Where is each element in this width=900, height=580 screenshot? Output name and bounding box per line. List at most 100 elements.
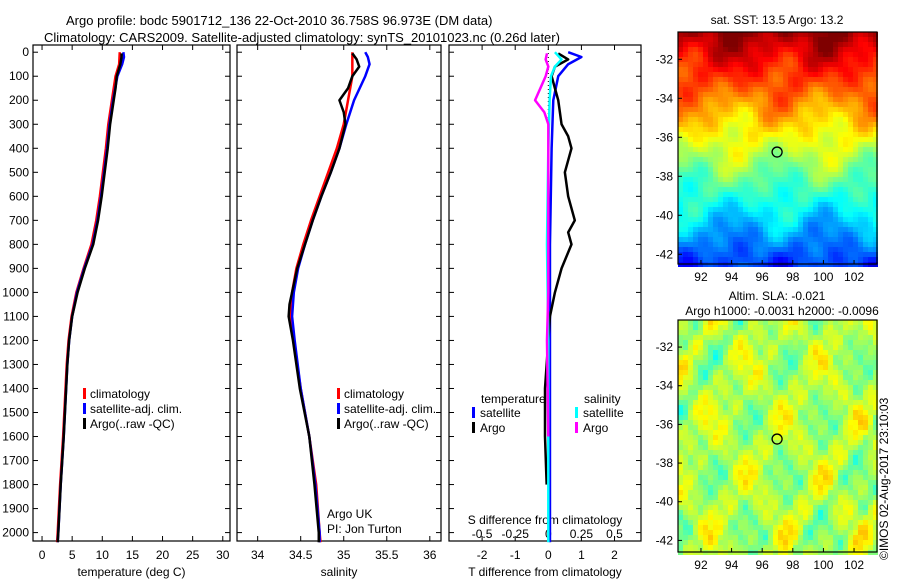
map-cell [693,505,698,510]
map-cell [748,67,753,72]
map-cell [838,355,843,360]
map-cell [863,465,868,470]
map-cell [833,460,838,465]
map-cell [808,385,813,390]
map-cell [868,430,873,435]
map-cell [758,340,763,345]
map-cell [823,495,828,500]
map-cell [718,217,723,222]
map-cell [743,67,748,72]
map-cell [773,237,778,242]
map-cell [813,490,818,495]
map-cell [823,365,828,370]
map-cell [843,385,848,390]
map-cell [808,530,813,535]
map-cell [858,475,863,480]
map-cell [703,257,708,262]
map-cell [773,535,778,540]
map-cell [728,117,733,122]
map-cell [698,485,703,490]
map-cell [718,172,723,177]
legend-swatch [337,418,340,429]
map-cell [773,520,778,525]
map-cell [803,152,808,157]
map-cell [868,505,873,510]
map-cell [818,515,823,520]
map-cell [683,32,688,37]
map-cell [843,475,848,480]
map-cell [723,227,728,232]
map-cell [748,237,753,242]
map-cell [778,57,783,62]
map-cell [743,162,748,167]
map-cell [783,247,788,252]
map-cell [788,42,793,47]
map-cell [748,335,753,340]
map-cell [758,152,763,157]
map-cell [818,72,823,77]
map-cell [868,335,873,340]
map-cell [858,192,863,197]
map-cell [823,540,828,545]
map-cell [683,405,688,410]
map-cell [813,222,818,227]
map-cell [788,87,793,92]
map-cell [728,485,733,490]
map-cell [823,227,828,232]
map-cell [708,330,713,335]
map-cell [738,97,743,102]
map-cell [708,127,713,132]
map-cell [738,57,743,62]
map-cell [808,440,813,445]
map-cell [863,445,868,450]
map-cell [803,232,808,237]
map-cell [778,445,783,450]
map-cell [838,122,843,127]
map-cell [768,122,773,127]
map-cell [703,77,708,82]
map-cell [868,510,873,515]
map-cell [758,202,763,207]
map-cell [783,325,788,330]
map-cell [763,475,768,480]
map-cell [748,157,753,162]
map-cell [793,157,798,162]
map-cell [678,72,683,77]
map-cell [838,127,843,132]
map-cell [863,112,868,117]
map-cell [718,107,723,112]
map-cell [813,355,818,360]
map-cell [798,212,803,217]
map-cell [833,197,838,202]
map-cell [733,82,738,87]
map-cell [813,420,818,425]
map-cell [813,455,818,460]
map-cell [708,57,713,62]
map-cell [773,97,778,102]
map-cell [753,460,758,465]
map-cell [688,212,693,217]
map-cell [838,340,843,345]
map-cell [753,117,758,122]
map-cell [688,132,693,137]
map-cell [743,385,748,390]
map-cell [818,360,823,365]
map-cell [758,92,763,97]
map-cell [803,365,808,370]
map-cell [873,335,878,340]
map-cell [813,257,818,262]
map-cell [723,345,728,350]
map-cell [778,147,783,152]
map-cell [693,207,698,212]
map-cell [708,82,713,87]
map-cell [793,365,798,370]
map-cell [703,237,708,242]
map-cell [768,62,773,67]
map-cell [703,152,708,157]
map-cell [798,72,803,77]
map-cell [683,72,688,77]
map-cell [818,47,823,52]
map-cell [753,157,758,162]
map-cell [748,375,753,380]
map-cell [748,207,753,212]
